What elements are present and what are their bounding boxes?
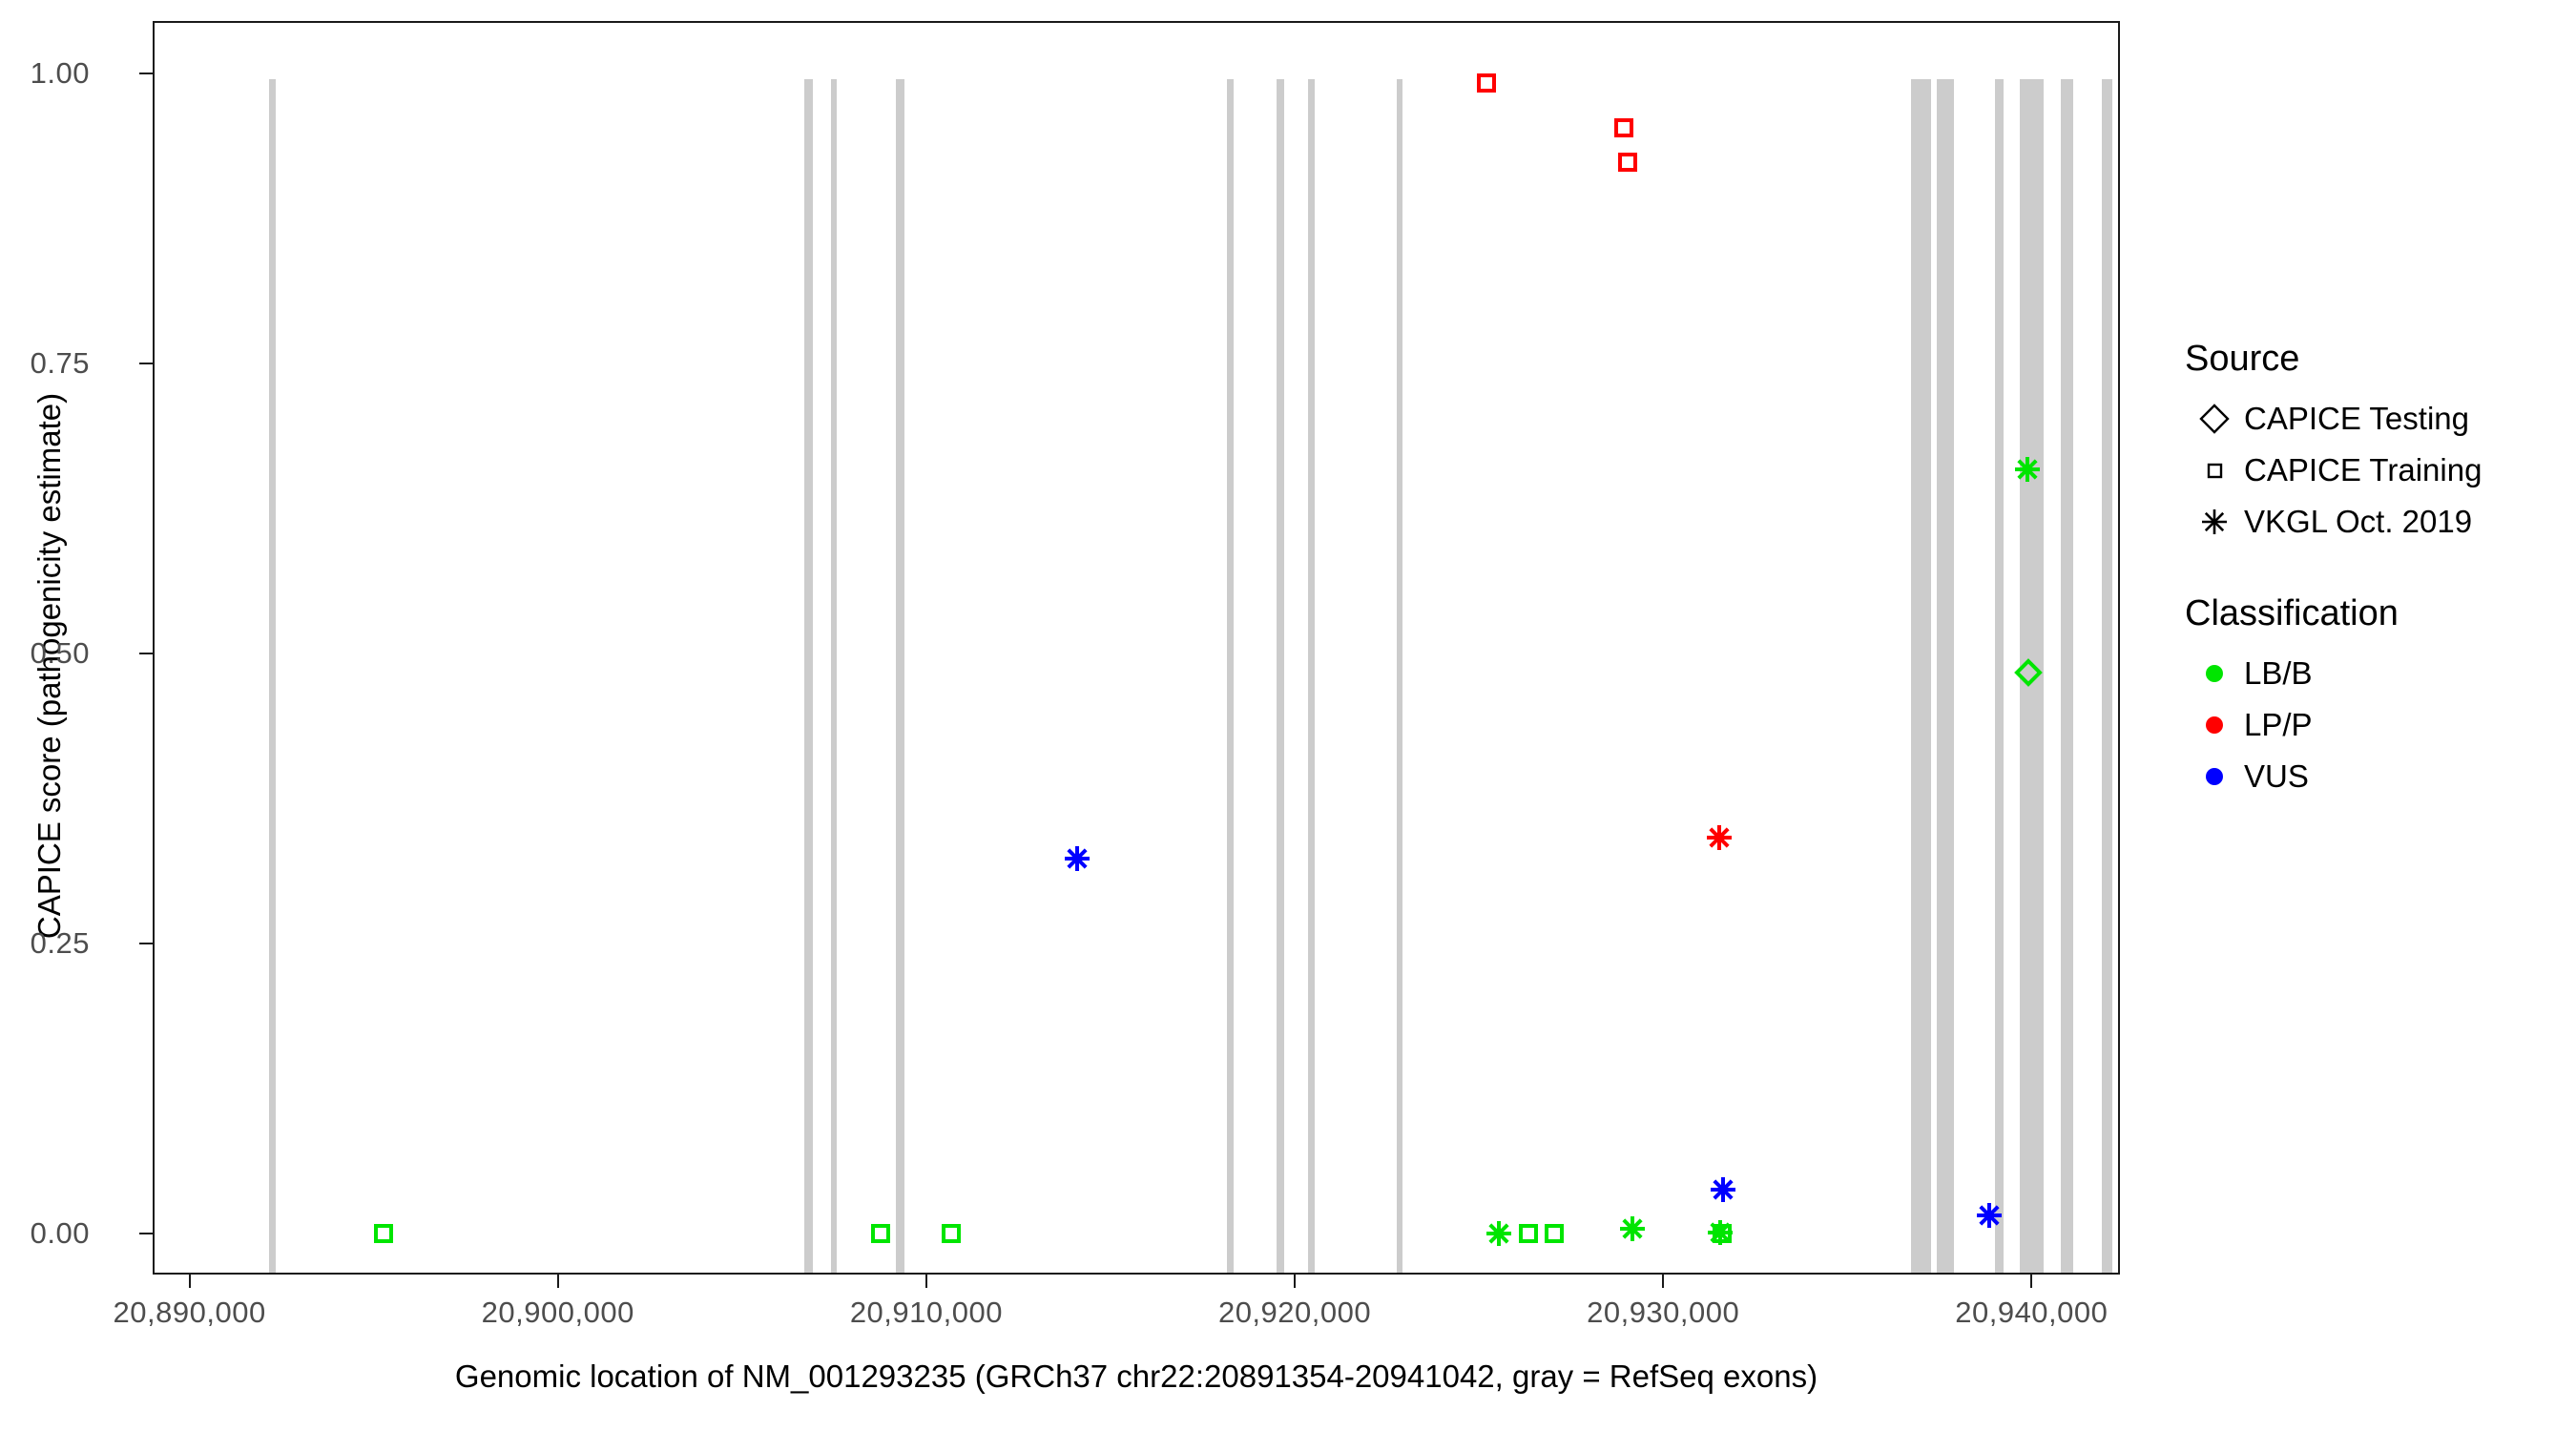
legend-group-source: Source CAPICE Testing CAPICE Training (2185, 339, 2566, 548)
exon-bar (2101, 78, 2112, 1273)
y-tick-label: 0.50 (30, 636, 90, 671)
y-tick-mark (139, 1233, 153, 1235)
data-point (2012, 656, 2045, 689)
diamond-icon (2185, 393, 2244, 445)
x-tick-mark (2030, 1275, 2033, 1288)
y-tick-mark (139, 943, 153, 945)
exon-bar (2020, 78, 2045, 1273)
circle-icon-lp-p (2185, 699, 2244, 751)
x-tick-label: 20,890,000 (113, 1296, 266, 1329)
y-tick-mark (139, 362, 153, 364)
legend-label-lp-p: LP/P (2244, 707, 2313, 742)
exon-bar (803, 78, 813, 1273)
data-point (1538, 1217, 1570, 1250)
legend-title-classification: Classification (2185, 593, 2399, 633)
legend-item-vus[interactable]: VUS (2185, 751, 2566, 802)
x-tick-mark (924, 1275, 927, 1288)
exon-bar (831, 78, 838, 1273)
data-point (1470, 67, 1503, 99)
y-tick-label: 1.00 (30, 55, 90, 90)
legend: Source CAPICE Testing CAPICE Training (2185, 339, 2566, 848)
data-point (1616, 1213, 1649, 1245)
plot-area: CAPICE score (pathogenicity estimate) 0.… (30, 21, 2120, 1394)
y-tick-mark (139, 653, 153, 655)
legend-label-capice-testing: CAPICE Testing (2244, 401, 2469, 436)
y-tick-label: 0.75 (30, 345, 90, 380)
y-tick-mark (139, 72, 153, 74)
x-tick-label: 20,920,000 (1217, 1296, 1372, 1329)
exon-bar (1307, 78, 1316, 1273)
circle-icon-vus (2185, 751, 2244, 802)
x-tick-label: 20,910,000 (849, 1296, 1003, 1329)
data-point (1061, 842, 1093, 875)
data-point (1973, 1199, 2005, 1232)
exon-bar (896, 78, 904, 1273)
legend-item-capice-testing[interactable]: CAPICE Testing (2185, 393, 2566, 445)
asterisk-icon (2185, 496, 2244, 548)
circle-icon-lb-b (2185, 648, 2244, 699)
legend-title-source: Source (2185, 339, 2300, 379)
data-point (1608, 112, 1640, 144)
y-tick-label: 0.00 (30, 1216, 90, 1251)
data-point (864, 1217, 897, 1250)
legend-label-vkgl: VKGL Oct. 2019 (2244, 504, 2473, 539)
exon-bar (1397, 78, 1403, 1273)
exon-bar (1276, 78, 1284, 1273)
data-point (2011, 453, 2044, 486)
legend-group-classification: Classification LB/B LP/P VUS (2185, 593, 2566, 802)
data-point (1611, 146, 1644, 178)
exon-bar (1227, 78, 1234, 1273)
data-point (1483, 1217, 1515, 1250)
exon-bar (1937, 78, 1954, 1273)
legend-item-vkgl[interactable]: VKGL Oct. 2019 (2185, 496, 2566, 548)
data-point (367, 1217, 400, 1250)
square-icon (2185, 445, 2244, 496)
legend-label-capice-training: CAPICE Training (2244, 452, 2483, 487)
legend-item-lp-p[interactable]: LP/P (2185, 699, 2566, 751)
data-point (1707, 1173, 1739, 1206)
legend-item-lb-b[interactable]: LB/B (2185, 648, 2566, 699)
x-tick-label: 20,930,000 (1587, 1296, 1740, 1329)
x-tick-mark (1294, 1275, 1297, 1288)
exon-bar (268, 78, 276, 1273)
exon-bar (1995, 78, 2004, 1273)
x-tick-label: 20,900,000 (481, 1296, 634, 1329)
data-point (1706, 1217, 1738, 1250)
data-point (1703, 821, 1735, 854)
x-tick-mark (1662, 1275, 1665, 1288)
data-point (1512, 1217, 1545, 1250)
data-point (935, 1217, 967, 1250)
legend-item-capice-training[interactable]: CAPICE Training (2185, 445, 2566, 496)
y-tick-label: 0.25 (30, 926, 90, 961)
plot-panel (153, 21, 2120, 1275)
exon-bar (2060, 78, 2074, 1273)
legend-label-lb-b: LB/B (2244, 655, 2313, 691)
x-tick-label: 20,940,000 (1955, 1296, 2109, 1329)
x-tick-mark (188, 1275, 191, 1288)
exon-bar (1910, 78, 1932, 1273)
x-axis-label: Genomic location of NM_001293235 (GRCh37… (454, 1358, 1818, 1394)
x-tick-mark (556, 1275, 559, 1288)
legend-label-vus: VUS (2244, 758, 2309, 794)
